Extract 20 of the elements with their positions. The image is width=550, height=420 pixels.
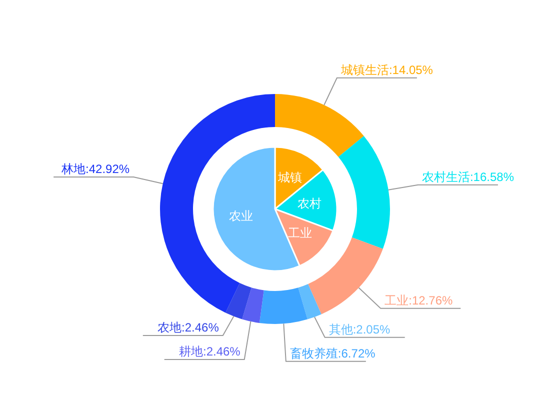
slice-label: 耕地 xyxy=(178,344,203,359)
slice-label: 林地 xyxy=(60,162,86,176)
slice-label: 农地 xyxy=(158,320,182,335)
data-label: :14.05% xyxy=(388,62,434,77)
data-label: :2.46% xyxy=(202,344,241,359)
slice-label: 城镇 xyxy=(276,170,302,185)
slice-label: 农村生活 xyxy=(422,170,470,184)
data-label: :2.05% xyxy=(352,322,391,336)
slice-label: 畜牧养殖 xyxy=(290,346,338,360)
slice-label: 农业 xyxy=(229,209,253,224)
slice-label: 工业 xyxy=(288,226,312,240)
slice-label: 其他 xyxy=(328,322,353,336)
slice-label: 工业 xyxy=(384,293,409,308)
data-label: :42.92% xyxy=(86,162,130,176)
data-label: :12.76% xyxy=(408,293,453,308)
data-label: :16.58% xyxy=(470,170,514,184)
data-label: :2.46% xyxy=(182,320,220,335)
slice-label: 农村 xyxy=(297,196,322,210)
slice-label: 城镇生活 xyxy=(340,62,389,77)
data-label: :6.72% xyxy=(338,346,376,360)
